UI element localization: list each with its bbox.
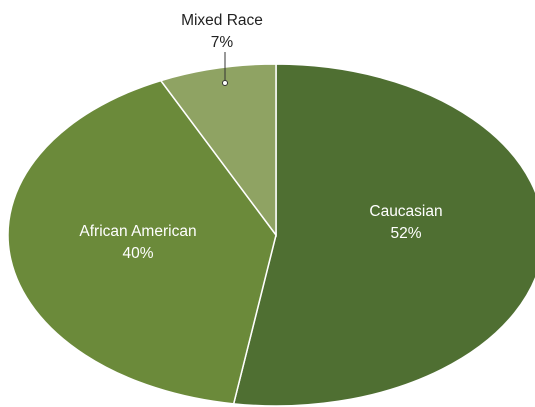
slice-value-mixed-race: 7% bbox=[211, 34, 234, 51]
slice-label-mixed-race: Mixed Race bbox=[181, 12, 263, 29]
slice-label-caucasian: Caucasian bbox=[369, 203, 442, 220]
pie-labels: Caucasian 52% African American 40% Mixed Rac… bbox=[79, 12, 442, 262]
pie-slice-african-american bbox=[7, 79, 277, 405]
slice-label-african-american: African American bbox=[79, 223, 196, 240]
pie-slices bbox=[7, 63, 535, 407]
pie-slice-mixed-race bbox=[159, 63, 277, 238]
leader-dot-mixed-race bbox=[222, 80, 228, 86]
slice-value-caucasian: 52% bbox=[390, 225, 421, 242]
slice-value-african-american: 40% bbox=[122, 245, 153, 262]
pie-slice-caucasian bbox=[232, 63, 535, 407]
